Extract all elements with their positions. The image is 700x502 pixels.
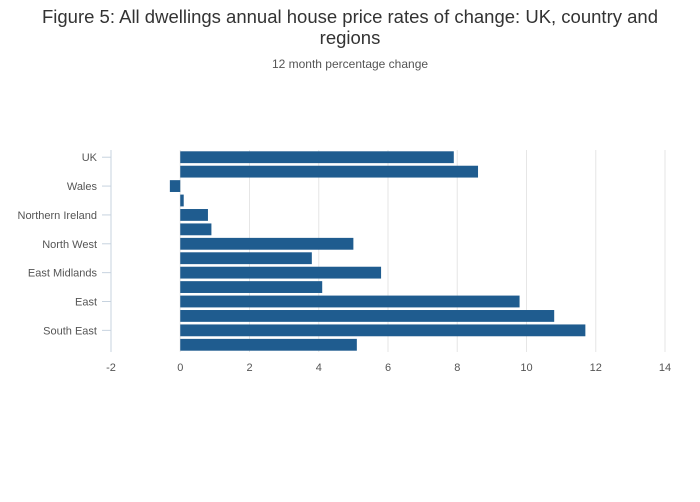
bar — [180, 237, 354, 250]
y-tick-label: East Midlands — [28, 268, 98, 280]
bar — [180, 165, 479, 178]
x-tick-label: 2 — [246, 362, 252, 374]
y-tick-label: UK — [82, 152, 98, 164]
bar — [180, 266, 382, 279]
bar — [180, 324, 586, 337]
chart-subtitle: 12 month percentage change — [271, 57, 429, 71]
y-axis — [102, 150, 112, 352]
bar — [180, 310, 555, 322]
chart-title: Figure 5: All dwellings annual house pri… — [41, 6, 658, 48]
x-tick-label: 10 — [520, 362, 532, 374]
x-tick-label: -2 — [106, 362, 116, 374]
x-tick-label: 8 — [454, 362, 460, 374]
bar — [180, 223, 212, 236]
bar — [180, 281, 323, 293]
x-tick-label: 12 — [590, 362, 602, 374]
y-tick-label: Northern Ireland — [18, 210, 98, 222]
x-tick-label: 4 — [316, 362, 322, 374]
y-tick-label: Wales — [67, 181, 98, 193]
bars — [169, 151, 586, 351]
y-tick-label: East — [75, 297, 97, 309]
bar — [169, 180, 181, 192]
y-tick-labels: UK Wales Northern Ireland North West East Mi… — [18, 152, 98, 337]
x-tick-label: 0 — [177, 362, 183, 374]
bar — [180, 209, 208, 221]
bar — [180, 151, 454, 164]
bar — [180, 252, 312, 265]
bar — [180, 295, 520, 308]
x-tick-label: 6 — [385, 362, 391, 374]
x-tick-label: 14 — [659, 362, 671, 374]
x-tick-labels: -2 0 2 4 6 8 10 12 14 — [106, 362, 671, 374]
bar — [180, 194, 184, 207]
y-tick-label: South East — [43, 325, 97, 337]
y-tick-label: North West — [42, 239, 97, 251]
bar — [180, 338, 357, 351]
